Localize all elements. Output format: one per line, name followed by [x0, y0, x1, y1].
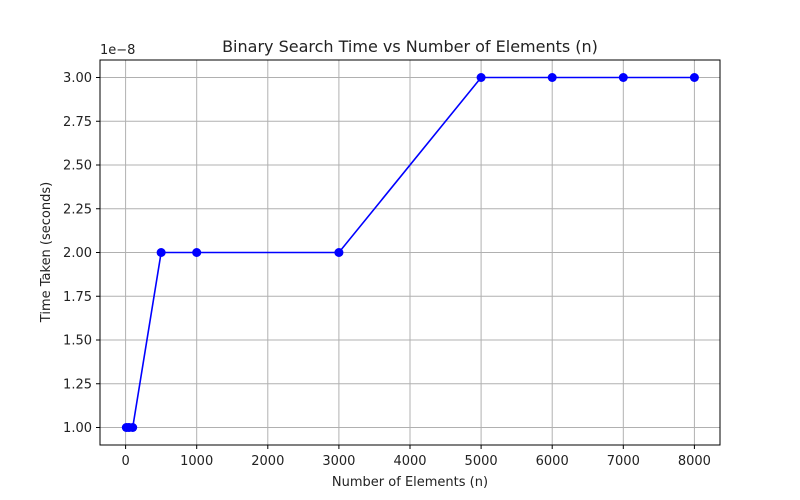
- x-tick-label: 3000: [322, 454, 355, 469]
- y-tick-label: 1.00: [63, 421, 92, 436]
- chart-title: Binary Search Time vs Number of Elements…: [222, 37, 598, 56]
- y-tick-label: 1.50: [63, 334, 92, 349]
- y-tick-label: 1.75: [63, 290, 92, 305]
- x-tick-label: 7000: [607, 454, 640, 469]
- y-tick-label: 2.00: [63, 246, 92, 261]
- x-tick-label: 0: [121, 454, 129, 469]
- y-tick-label: 1.25: [63, 377, 92, 392]
- y-tick-label: 3.00: [63, 71, 92, 86]
- x-axis-label: Number of Elements (n): [332, 475, 488, 490]
- grid: [100, 60, 720, 445]
- y-offset-label: 1e−8: [100, 43, 135, 58]
- x-tick-label: 5000: [465, 454, 498, 469]
- y-tick-label: 2.50: [63, 159, 92, 174]
- x-tick-label: 2000: [251, 454, 284, 469]
- data-point: [334, 248, 344, 257]
- data-point: [689, 73, 699, 82]
- data-point: [128, 423, 138, 432]
- data-point: [547, 73, 557, 82]
- x-tick-label: 6000: [536, 454, 569, 469]
- data-point: [618, 73, 628, 82]
- data-point: [192, 248, 202, 257]
- y-tick-label: 2.75: [63, 115, 92, 130]
- data-point: [156, 248, 166, 257]
- y-tick-label: 2.25: [63, 202, 92, 217]
- series-layer: [121, 73, 699, 432]
- x-tick-label: 8000: [678, 454, 711, 469]
- x-tick-label: 1000: [180, 454, 213, 469]
- y-axis-label: Time Taken (seconds): [39, 182, 54, 323]
- data-point: [476, 73, 486, 82]
- x-tick-label: 4000: [393, 454, 426, 469]
- ticks: 0 1000 2000 3000 4000 5000 6000 7000 8000 1.00 1.2…: [63, 71, 711, 469]
